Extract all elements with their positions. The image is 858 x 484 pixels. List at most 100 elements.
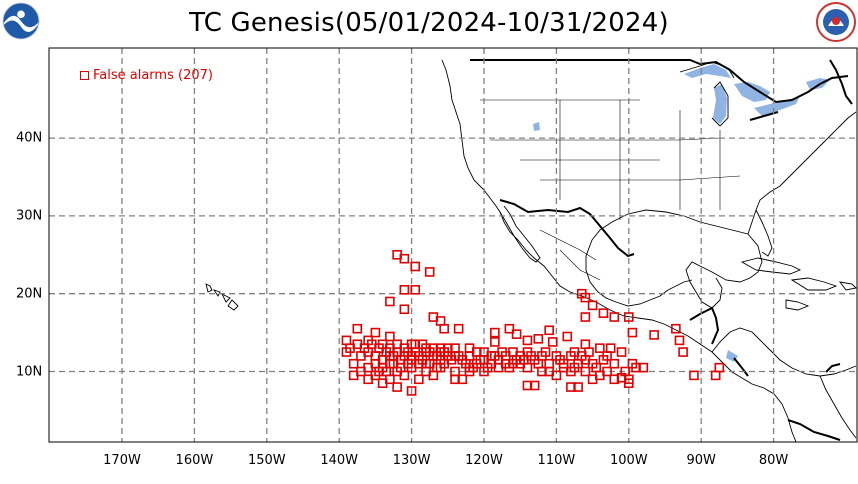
- map-title: TC Genesis(05/01/2024-10/31/2024): [189, 8, 669, 38]
- false-alarm-point: [490, 337, 500, 347]
- false-alarm-point: [689, 370, 699, 381]
- false-alarm-point: [432, 362, 442, 373]
- false-alarm-point: [602, 366, 612, 377]
- false-alarm-point: [533, 334, 544, 344]
- false-alarm-point: [544, 325, 554, 336]
- false-alarm-point: [493, 355, 504, 365]
- false-alarm-point: [385, 331, 395, 342]
- false-alarm-point: [341, 335, 352, 346]
- false-alarm-point: [620, 366, 630, 377]
- false-alarm-point: [551, 351, 562, 361]
- longitude-label: 80W: [758, 453, 789, 468]
- false-alarm-point: [714, 362, 725, 373]
- false-alarm-point: [424, 267, 435, 277]
- false-alarm-point: [587, 300, 598, 311]
- false-alarm-point: [547, 337, 558, 347]
- false-alarm-point: [580, 366, 591, 377]
- false-alarm-point: [450, 351, 460, 361]
- false-alarm-point: [678, 347, 688, 357]
- false-alarm-point: [623, 378, 634, 388]
- false-alarm-point: [587, 374, 598, 385]
- map-legend: False alarms (207): [80, 68, 213, 83]
- national-weather-service-logo: [816, 2, 856, 42]
- false-alarm-point: [464, 366, 475, 377]
- false-alarm-point: [424, 347, 435, 357]
- false-alarm-point: [580, 339, 591, 350]
- false-alarm-point: [671, 323, 681, 334]
- false-alarm-point: [453, 323, 464, 334]
- false-alarm-point: [627, 327, 638, 338]
- longitude-label: 170W: [103, 453, 141, 468]
- false-alarm-point: [609, 312, 620, 322]
- latitude-label: 40N: [16, 130, 43, 146]
- false-alarm-point: [421, 358, 431, 369]
- false-alarm-point: [435, 347, 446, 357]
- false-alarm-point: [406, 355, 417, 365]
- false-alarm-point: [504, 323, 515, 334]
- longitude-label: 120W: [465, 453, 503, 468]
- lat-lon-grid: [49, 48, 857, 442]
- false-alarm-point: [595, 343, 605, 353]
- false-alarm-point: [363, 347, 373, 357]
- false-alarm-point: [631, 362, 641, 373]
- false-alarm-point: [439, 323, 449, 334]
- false-alarm-markers: [341, 250, 725, 396]
- false-alarm-point: [395, 362, 406, 373]
- false-alarm-point: [385, 296, 395, 307]
- false-alarm-point: [356, 366, 366, 377]
- false-alarm-point: [399, 253, 410, 264]
- false-alarm-point: [479, 355, 489, 365]
- false-alarm-point: [591, 362, 602, 373]
- longitude-label: 130W: [392, 453, 431, 468]
- false-alarm-point: [414, 374, 424, 385]
- plot-frame: [48, 47, 858, 443]
- false-alarm-point: [616, 347, 627, 357]
- false-alarm-point: [609, 358, 620, 369]
- false-alarm-point: [490, 327, 500, 338]
- false-alarm-point: [544, 366, 554, 377]
- false-alarm-point: [522, 347, 533, 357]
- false-alarm-point: [511, 329, 522, 339]
- false-alarm-square-icon: [80, 71, 89, 80]
- false-alarm-point: [504, 362, 515, 373]
- longitude-label: 90W: [686, 453, 716, 468]
- false-alarm-point: [457, 374, 468, 385]
- lakes: [533, 64, 830, 362]
- longitude-label: 150W: [247, 453, 286, 468]
- false-alarm-point: [392, 382, 402, 392]
- false-alarm-point: [348, 358, 359, 369]
- false-alarm-point: [598, 355, 609, 365]
- false-alarm-point: [352, 323, 363, 334]
- noaa-logo: [2, 2, 40, 40]
- false-alarm-point: [566, 351, 576, 361]
- false-alarm-point: [605, 343, 616, 353]
- false-alarm-point: [562, 331, 573, 342]
- false-alarm-point: [537, 351, 547, 361]
- false-alarm-point: [522, 335, 533, 346]
- false-alarm-point: [598, 308, 609, 318]
- false-alarm-point: [544, 358, 554, 369]
- latitude-label: 20N: [16, 286, 43, 302]
- false-alarm-point: [370, 327, 381, 338]
- false-alarm-point: [710, 370, 721, 381]
- longitude-label: 100W: [609, 453, 648, 468]
- longitude-label: 140W: [320, 453, 359, 468]
- latitude-label: 30N: [16, 208, 43, 224]
- false-alarm-point: [623, 312, 634, 322]
- false-alarm-point: [649, 330, 659, 340]
- false-alarm-point: [558, 358, 569, 369]
- false-alarm-point: [580, 355, 591, 365]
- false-alarm-point: [410, 285, 421, 295]
- false-alarm-point: [529, 380, 540, 391]
- false-alarm-point: [580, 292, 591, 303]
- false-alarm-point: [399, 304, 410, 315]
- false-alarm-point: [573, 382, 583, 392]
- country-borders: [470, 59, 853, 441]
- legend-label: False alarms (207): [93, 68, 213, 83]
- false-alarm-point: [674, 335, 685, 346]
- longitude-label: 160W: [175, 453, 214, 468]
- false-alarm-point: [385, 343, 395, 353]
- state-borders: [480, 99, 741, 281]
- false-alarm-point: [410, 261, 421, 272]
